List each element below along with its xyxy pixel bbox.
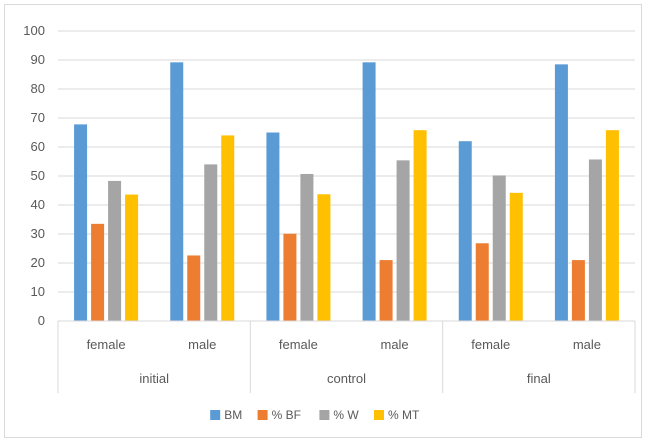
bar bbox=[554, 64, 568, 321]
legend-swatch bbox=[374, 410, 384, 420]
y-tick-label: 50 bbox=[31, 168, 45, 183]
legend-swatch bbox=[210, 410, 221, 420]
legend-label: % MT bbox=[388, 408, 420, 422]
bar bbox=[204, 164, 218, 321]
bar bbox=[91, 223, 105, 321]
bar bbox=[492, 175, 506, 321]
bar bbox=[362, 62, 376, 321]
bar bbox=[300, 173, 314, 321]
y-tick-label: 90 bbox=[31, 52, 45, 67]
group-label: initial bbox=[139, 371, 169, 386]
category-label: male bbox=[573, 337, 601, 352]
category-label: female bbox=[471, 337, 510, 352]
legend-label: BM bbox=[224, 408, 242, 422]
chart-container: 0 10 20 30 40 50 60 70 80 90 100 female male female m… bbox=[4, 4, 642, 438]
bar bbox=[475, 243, 489, 321]
category-label: male bbox=[188, 337, 216, 352]
category-label: female bbox=[279, 337, 318, 352]
bar bbox=[108, 180, 122, 321]
gridlines bbox=[58, 30, 635, 322]
bar bbox=[413, 130, 427, 321]
bar bbox=[605, 130, 619, 321]
bar bbox=[170, 62, 184, 321]
y-tick-label: 20 bbox=[31, 255, 45, 270]
category-label: female bbox=[87, 337, 126, 352]
legend: BM % BF % W % MT bbox=[210, 408, 420, 422]
y-axis: 0 10 20 30 40 50 60 70 80 90 100 bbox=[23, 23, 45, 328]
bar bbox=[396, 160, 410, 321]
y-tick-label: 40 bbox=[31, 197, 45, 212]
group-label: control bbox=[327, 371, 366, 386]
legend-swatch bbox=[319, 410, 330, 420]
x-axis: female male female male female male initial con… bbox=[57, 320, 636, 393]
group-label: final bbox=[527, 371, 551, 386]
legend-label: % BF bbox=[272, 408, 301, 422]
bar bbox=[509, 192, 523, 321]
bar bbox=[74, 124, 88, 321]
y-tick-label: 30 bbox=[31, 226, 45, 241]
bar bbox=[379, 260, 393, 321]
y-tick-label: 80 bbox=[31, 81, 45, 96]
y-tick-label: 100 bbox=[23, 23, 45, 38]
bar bbox=[571, 260, 585, 321]
y-tick-label: 60 bbox=[31, 139, 45, 154]
bar bbox=[221, 135, 235, 321]
bar bbox=[125, 194, 139, 321]
bar bbox=[187, 255, 201, 321]
legend-swatch bbox=[257, 410, 268, 420]
bar bbox=[283, 233, 297, 321]
bar bbox=[317, 194, 331, 321]
category-label: male bbox=[380, 337, 408, 352]
legend-label: % W bbox=[333, 408, 359, 422]
bars bbox=[74, 62, 619, 321]
y-tick-label: 70 bbox=[31, 110, 45, 125]
y-tick-label: 0 bbox=[38, 313, 45, 328]
y-tick-label: 10 bbox=[31, 284, 45, 299]
bar bbox=[266, 132, 280, 321]
bar bbox=[458, 141, 472, 321]
bar bbox=[588, 159, 602, 321]
bar-chart: 0 10 20 30 40 50 60 70 80 90 100 female male female m… bbox=[23, 23, 636, 422]
